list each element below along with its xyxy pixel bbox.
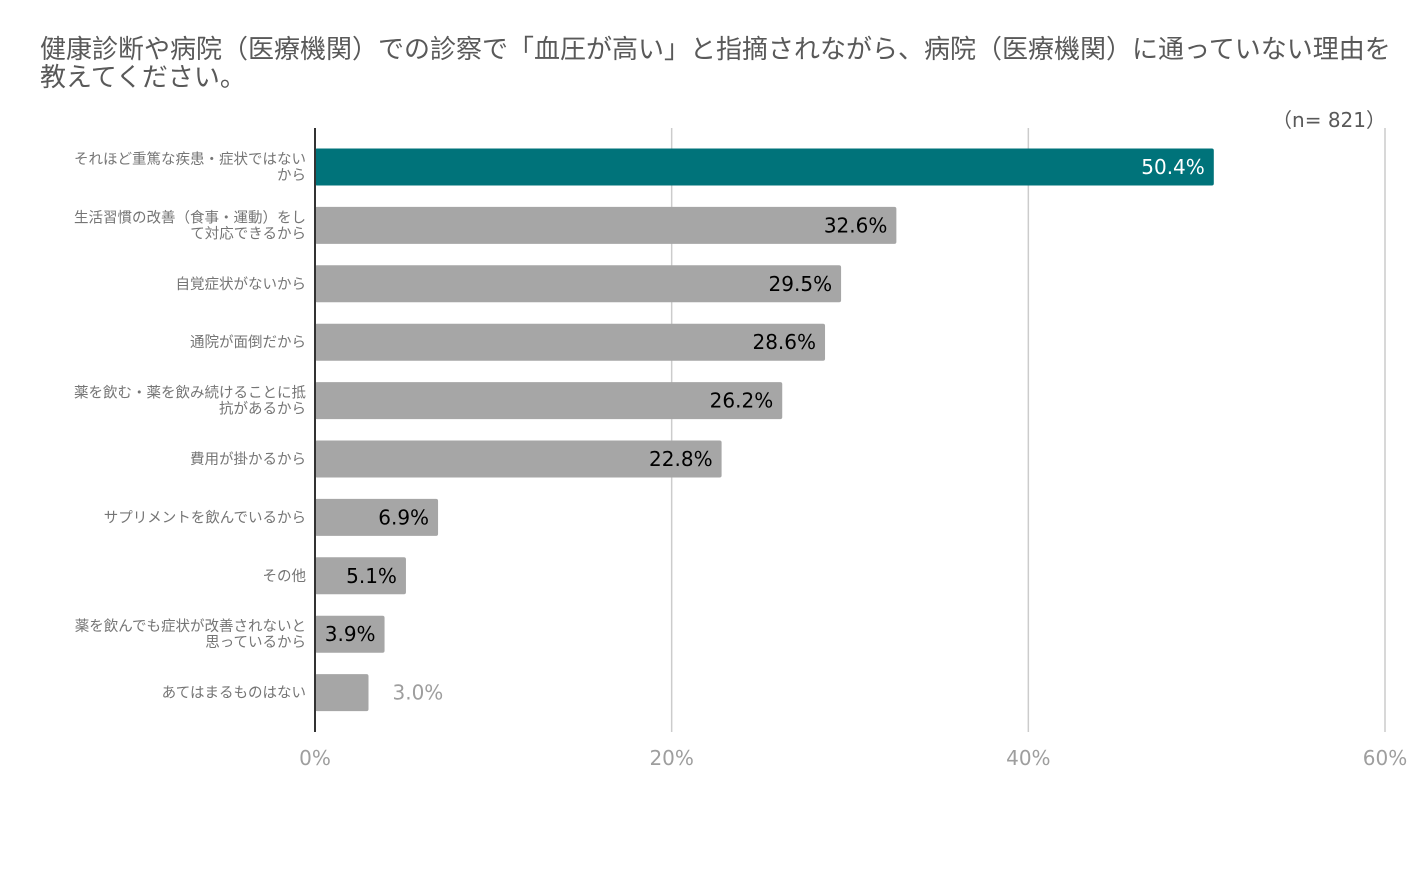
data-label: 22.8% — [649, 447, 713, 471]
sample-size-note: （n= 821） — [1272, 108, 1386, 132]
category-label: 抗があるから — [219, 401, 306, 418]
bars: 50.4% 32.6% 29.5% 28.6% 26.2% 22.8% 6.9% 5.1% 3.… — [315, 148, 1214, 712]
data-label: 50.4% — [1141, 155, 1205, 179]
category-label: 薬を飲む・薬を飲み続けることに抵 — [74, 385, 306, 402]
x-tick-label: 0% — [299, 746, 331, 770]
category-label: あてはまるものはない — [162, 685, 306, 702]
category-label: 費用が掛かるから — [190, 451, 306, 468]
x-tick-label: 40% — [1006, 746, 1050, 770]
data-label: 32.6% — [824, 213, 888, 237]
x-tick-label: 60% — [1363, 746, 1407, 770]
category-label: 生活習慣の改善（食事・運動）をし — [74, 208, 306, 226]
category-label: 薬を飲んでも症状が改善されないと — [75, 618, 306, 635]
category-label: その他 — [263, 568, 307, 585]
category-label: 思っているから — [205, 634, 306, 651]
data-label: 3.9% — [325, 622, 376, 646]
bar — [315, 557, 406, 595]
bar — [315, 440, 722, 478]
bar — [315, 498, 439, 536]
chart-title: 健康診断や病院（医療機関）での診察で「血圧が高い」と指摘されながら、病院（医療機… — [40, 35, 1391, 93]
bar — [315, 615, 385, 653]
x-tick-labels: 0% 20% 40% 60% — [299, 746, 1407, 770]
bar — [315, 206, 897, 244]
category-label: それほど重篤な疾患・症状ではない — [74, 150, 306, 168]
data-label: 26.2% — [710, 389, 774, 413]
bar — [315, 674, 369, 712]
category-label: て対応できるから — [190, 225, 306, 242]
category-labels: それほど重篤な疾患・症状ではないから生活習慣の改善（食事・運動）をして対応できる… — [74, 150, 306, 702]
data-label: 3.0% — [393, 681, 444, 705]
data-label: 5.1% — [346, 564, 397, 588]
category-label: 自覚症状がないから — [176, 276, 307, 293]
data-label: 28.6% — [752, 330, 816, 354]
data-label: 29.5% — [769, 272, 833, 296]
category-label: 通院が面倒だから — [190, 334, 306, 351]
category-label: から — [277, 167, 306, 184]
data-label: 6.9% — [378, 505, 429, 529]
bar — [315, 148, 1214, 186]
bar — [315, 323, 826, 361]
bar — [315, 382, 783, 420]
bar — [315, 265, 842, 303]
x-tick-label: 20% — [649, 746, 693, 770]
category-label: サプリメントを飲んでいるから — [104, 509, 306, 526]
